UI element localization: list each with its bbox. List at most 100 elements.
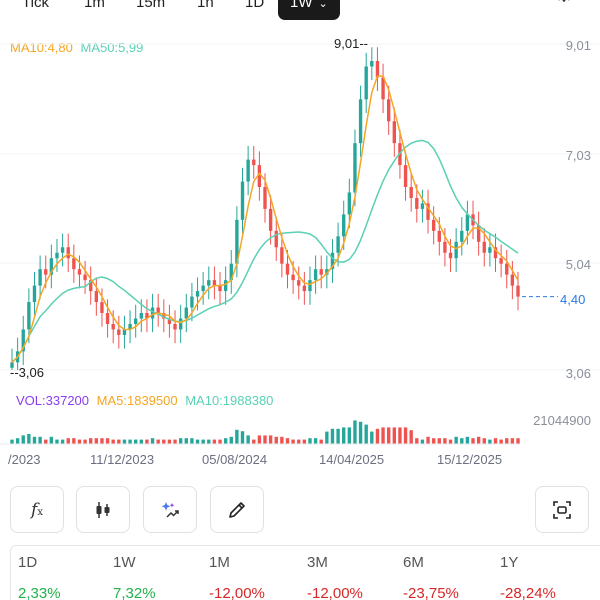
chevron-down-icon: ⌄	[318, 0, 328, 10]
candle-body	[94, 291, 99, 303]
gear-icon[interactable]	[554, 0, 574, 2]
date-tick-5: 15/12/2025	[437, 452, 503, 467]
perf-1w: 1W 7,32%	[113, 554, 156, 600]
perf-3m: 3M -12,00%	[307, 554, 363, 600]
candle-body	[358, 99, 363, 144]
perf-period-label: 1W	[113, 554, 136, 571]
volume-bar	[66, 438, 70, 444]
volume-bar	[117, 439, 121, 444]
candle-body	[482, 241, 486, 253]
candle-body	[60, 247, 65, 253]
candle-body	[308, 280, 312, 292]
volume-ma5-value: MA5:1839500	[96, 393, 178, 408]
chart-type-button[interactable]	[76, 486, 130, 533]
candle-body	[280, 247, 284, 264]
volume-bar	[420, 439, 425, 444]
candlestick-icon	[96, 501, 110, 518]
tab-1w[interactable]: 1W ⌄	[278, 0, 340, 20]
tab-15m[interactable]: 15m	[136, 0, 166, 11]
perf-change-value: -12,00%	[209, 585, 265, 600]
volume-bar	[201, 439, 205, 444]
volume-bar	[49, 436, 54, 444]
candle-body	[218, 285, 222, 292]
volume-bar	[364, 424, 368, 444]
ma10-line	[11, 75, 519, 363]
volume-bar	[94, 438, 99, 444]
volume-bar	[44, 439, 48, 444]
candle-body	[44, 269, 48, 275]
volume-bar	[207, 439, 211, 444]
candle-body	[83, 274, 87, 281]
volume-bar	[10, 439, 14, 444]
volume-bar	[313, 438, 318, 444]
volume-bar	[55, 439, 59, 444]
candle-body	[510, 274, 515, 286]
volume-bar	[426, 436, 430, 444]
volume-bar	[235, 429, 239, 444]
volume-bar	[268, 435, 273, 444]
candle-body	[246, 159, 250, 182]
volume-bar	[505, 438, 509, 444]
draw-tool-button[interactable]	[210, 486, 264, 533]
screenshot-icon	[553, 500, 571, 519]
tab-1h[interactable]: 1h	[197, 0, 214, 11]
high-price-label: 9,01--	[334, 36, 368, 51]
candle-body	[240, 181, 245, 220]
perf-period-label: 1M	[209, 554, 230, 571]
volume-bar	[212, 439, 217, 444]
tab-1d[interactable]: 1D	[245, 0, 265, 11]
candle-body	[10, 362, 14, 368]
candle-body	[274, 230, 278, 248]
candle-body	[167, 318, 172, 324]
volume-bar	[145, 439, 149, 444]
candle-body	[66, 247, 70, 259]
volume-bar	[246, 435, 250, 444]
volume-bar	[510, 438, 515, 444]
perf-period-label: 1D	[18, 554, 38, 571]
date-tick-1: /2023	[8, 452, 41, 467]
volume-bar	[437, 438, 441, 444]
candle-body	[162, 313, 166, 319]
candle-body	[437, 230, 441, 242]
volume-bar	[195, 439, 200, 444]
candle-body	[415, 197, 419, 209]
date-tick-3: 05/08/2024	[202, 452, 268, 467]
candle-body	[201, 285, 205, 292]
indicator-function-button[interactable]: fx	[10, 486, 64, 533]
perf-change-value: 7,32%	[113, 585, 156, 600]
volume-bar	[330, 428, 335, 444]
volume-bar	[336, 428, 340, 444]
ai-analysis-button[interactable]	[143, 486, 197, 533]
volume-bar	[229, 436, 233, 444]
candle-body	[21, 329, 25, 352]
candle-body	[370, 60, 374, 67]
volume-bar	[398, 427, 402, 444]
volume-bar	[403, 427, 408, 444]
candle-body	[89, 280, 93, 292]
candle-body	[77, 269, 82, 275]
volume-bar	[184, 438, 188, 444]
volume-bar	[111, 439, 115, 444]
tab-tick[interactable]: Tick	[22, 0, 49, 11]
candle-body	[454, 241, 458, 259]
screenshot-button[interactable]	[535, 486, 589, 533]
volume-bar	[100, 438, 104, 444]
candle-body	[49, 258, 54, 275]
candle-body	[212, 280, 217, 286]
volume-bar	[274, 436, 278, 444]
candle-body	[336, 236, 340, 253]
candle-body	[476, 225, 481, 242]
volume-bar	[499, 439, 503, 444]
volume-bar	[89, 438, 93, 444]
price-chart[interactable]	[0, 0, 600, 480]
volume-bar	[465, 436, 470, 444]
volume-bar	[516, 438, 520, 444]
volume-bar	[257, 435, 262, 444]
volume-bar	[375, 428, 380, 444]
perf-period-label: 3M	[307, 554, 328, 571]
volume-bar	[285, 438, 290, 444]
volume-bar	[431, 438, 436, 444]
candle-body	[156, 307, 160, 314]
perf-change-value: -23,75%	[403, 585, 459, 600]
tab-1m[interactable]: 1m	[84, 0, 105, 11]
